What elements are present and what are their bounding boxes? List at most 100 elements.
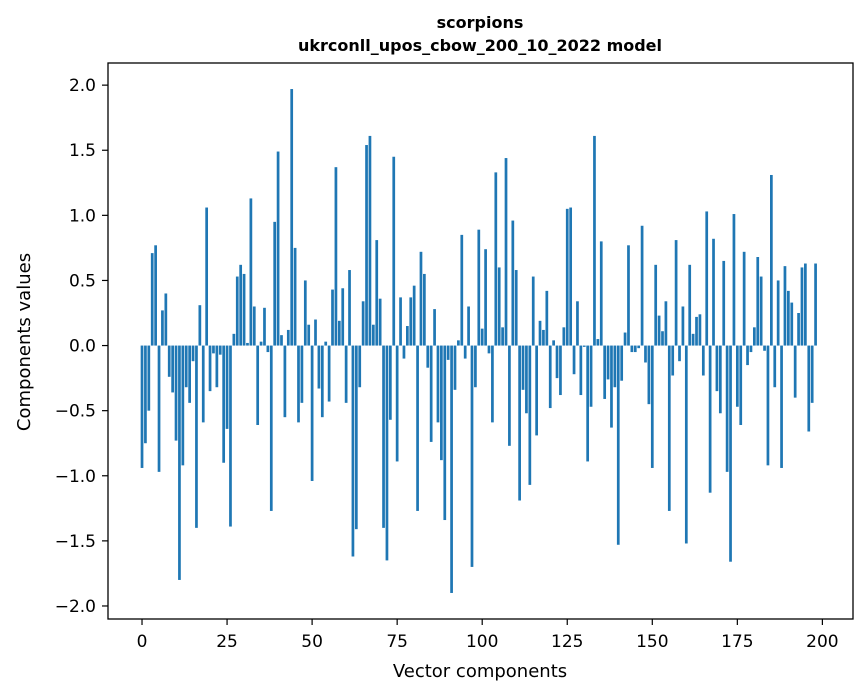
chart-title: scorpions [437,13,524,32]
bar-81 [416,345,419,511]
bar-123 [559,345,562,396]
bar-185 [770,174,773,346]
bar-92 [453,345,457,390]
x-axis-label: Vector components [393,661,567,682]
bar-126 [569,207,573,346]
bar-13 [184,345,188,388]
plot-area-frame [107,62,854,620]
bar-129 [579,345,583,396]
bar-162 [691,333,695,346]
bar-184 [766,345,770,466]
bar-132 [589,345,593,407]
bar-60 [344,345,348,403]
bar-180 [752,327,756,346]
bar-20 [208,345,212,392]
bar-10 [174,345,178,441]
x-tick-label-7: 175 [721,632,753,652]
bar-33 [252,306,256,346]
bar-53 [320,345,324,418]
bar-83 [423,273,426,346]
bar-100 [480,328,484,346]
bar-153 [661,331,664,346]
bar-148 [644,345,647,363]
bar-152 [657,315,661,346]
bar-191 [790,302,794,346]
y-tick-label-1: −1.5 [55,532,96,552]
bar-156 [671,345,675,376]
bar-1 [144,345,147,444]
bar-66 [365,145,368,346]
bar-63 [354,345,358,530]
bar-12 [181,345,185,466]
y-tick-label-8: 2.0 [69,76,96,96]
bar-186 [773,345,777,388]
bar-47 [300,345,304,403]
bar-16 [195,345,198,528]
bar-4 [154,245,157,346]
bar-121 [552,340,555,346]
bar-155 [667,345,671,511]
bar-142 [623,332,627,346]
bar-189 [783,266,787,346]
bar-161 [688,264,692,346]
y-tick-label-5: 0.5 [69,271,96,291]
bar-79 [409,297,413,346]
bar-119 [545,290,549,346]
bar-160 [684,345,688,544]
bar-62 [351,345,355,557]
bar-38 [269,345,273,511]
bar-187 [776,280,780,346]
y-axis-label: Components values [14,253,35,431]
bar-24 [222,345,226,463]
bar-72 [385,345,389,561]
bar-39 [273,221,277,346]
bar-106 [501,327,504,346]
bar-97 [470,345,474,567]
bar-173 [729,345,732,562]
x-tick-label-6: 150 [636,632,668,652]
bar-61 [348,270,351,346]
x-tick-label-1: 25 [216,632,238,652]
bar-50 [310,345,314,481]
bar-86 [433,309,436,346]
bar-167 [708,345,712,493]
bar-51 [314,319,317,346]
bar-69 [375,240,379,346]
bar-series [140,89,817,593]
bar-99 [477,229,481,346]
bar-91 [450,345,453,593]
bar-41 [280,335,283,346]
bar-18 [201,345,205,423]
bar-149 [647,345,651,405]
x-tick-label-0: 0 [137,632,148,652]
bar-165 [701,345,705,376]
bar-168 [712,238,715,346]
bar-36 [263,307,266,346]
bar-147 [640,225,644,346]
bar-95 [463,345,467,359]
bar-192 [793,345,797,398]
x-tick-label-8: 200 [806,632,838,652]
bar-8 [167,345,171,377]
bar-110 [514,270,518,346]
bar-133 [593,135,596,346]
bar-178 [746,345,749,366]
bar-170 [718,345,722,414]
bar-57 [334,167,338,346]
bar-138 [610,345,613,428]
y-tick-label-4: 0.0 [69,337,96,357]
bar-58 [337,320,341,346]
bar-96 [467,306,470,346]
y-tick-label-7: 1.5 [69,141,96,161]
bar-143 [627,245,630,346]
bar-198 [814,263,817,346]
bar-114 [528,345,532,485]
bar-89 [443,345,447,521]
bar-196 [807,345,811,432]
bar-174 [732,214,736,346]
bar-70 [378,298,382,346]
bar-59 [341,288,345,346]
bar-136 [603,345,607,399]
bar-122 [555,345,559,379]
